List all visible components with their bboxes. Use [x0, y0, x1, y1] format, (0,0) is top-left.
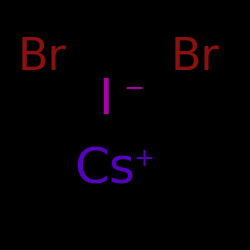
Text: Cs: Cs: [74, 146, 136, 194]
Text: Br: Br: [170, 36, 220, 79]
Text: −: −: [123, 77, 144, 101]
Text: +: +: [133, 147, 154, 171]
Text: I: I: [98, 76, 112, 124]
Text: Br: Br: [18, 36, 67, 79]
